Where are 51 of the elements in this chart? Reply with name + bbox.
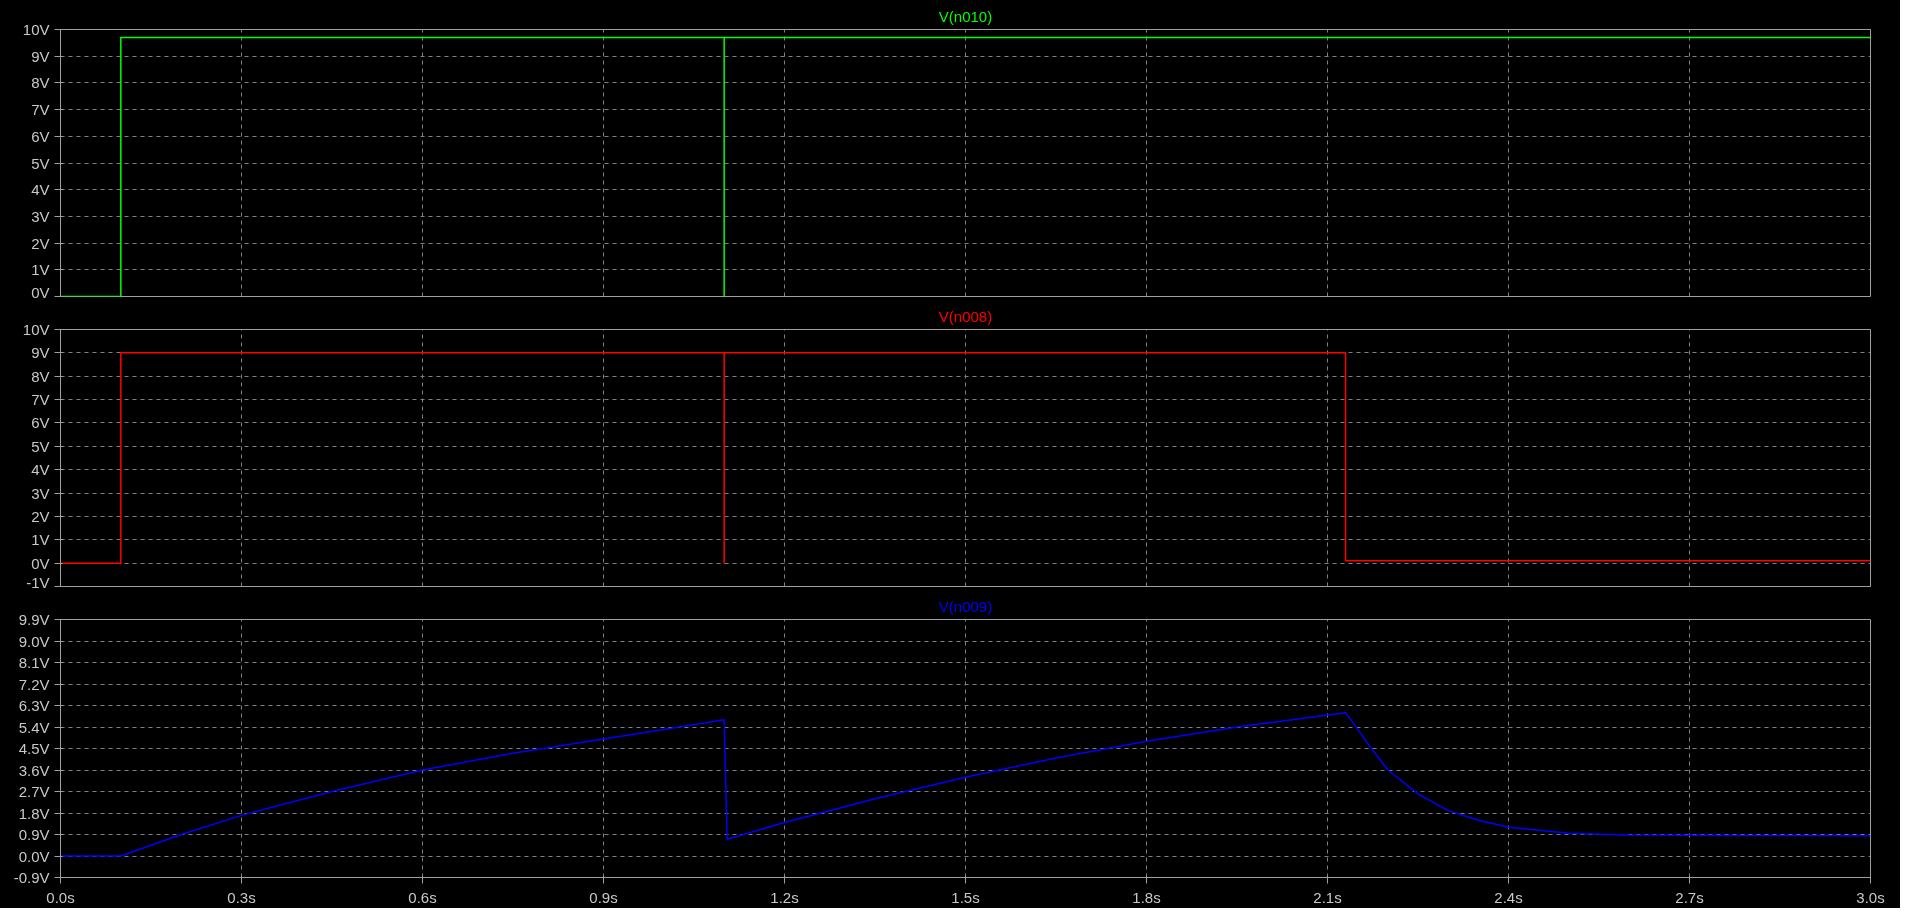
x-tick-label: 2.7s bbox=[1675, 888, 1704, 906]
y-tick-label: 5V bbox=[31, 437, 50, 455]
y-tick-label: 4V bbox=[31, 181, 50, 199]
y-tick-label: 2.7V bbox=[18, 783, 50, 800]
y-tick-label: 10V bbox=[22, 321, 50, 338]
chart-title: V(n009) bbox=[938, 597, 993, 615]
y-tick-label: 10V bbox=[22, 21, 50, 38]
y-tick-label: 7V bbox=[31, 391, 50, 409]
y-tick-label: 2V bbox=[31, 507, 50, 525]
x-tick-label: 2.4s bbox=[1494, 888, 1523, 906]
x-tick-label: 3.0s bbox=[1856, 888, 1885, 906]
y-tick-label: -1V bbox=[26, 573, 50, 591]
chart-title: V(n010) bbox=[938, 7, 993, 25]
y-tick-label: 9.0V bbox=[18, 632, 50, 650]
y-tick-label: 0.0V bbox=[18, 847, 50, 865]
y-tick-label: 5.4V bbox=[18, 718, 50, 736]
x-tick-label: 0.6s bbox=[408, 888, 437, 906]
x-tick-label: 0.3s bbox=[227, 888, 256, 906]
x-tick-label: 0.0s bbox=[46, 888, 75, 906]
y-tick-label: 7.2V bbox=[18, 675, 50, 693]
x-tick-label: 1.5s bbox=[951, 888, 980, 906]
y-tick-label: 6.3V bbox=[18, 697, 50, 714]
y-tick-label: 7V bbox=[31, 101, 50, 119]
y-tick-label: 2V bbox=[31, 234, 50, 252]
chart-title: V(n008) bbox=[938, 307, 993, 325]
y-tick-label: 1V bbox=[31, 531, 50, 549]
y-tick-label: 3.6V bbox=[18, 761, 50, 779]
y-tick-label: 0V bbox=[31, 283, 50, 301]
y-tick-label: 8V bbox=[31, 74, 50, 92]
y-tick-label: 3V bbox=[31, 484, 50, 502]
y-tick-label: 5V bbox=[31, 154, 50, 172]
y-tick-label: 3V bbox=[31, 207, 50, 225]
line-series bbox=[60, 711, 1871, 857]
y-tick-label: -0.9V bbox=[13, 869, 50, 886]
y-tick-label: 6V bbox=[31, 414, 50, 432]
y-tick-label: 9.9V bbox=[18, 611, 50, 628]
x-tick-label: 0.9s bbox=[589, 888, 618, 906]
y-tick-label: 1.8V bbox=[18, 804, 50, 822]
x-tick-label: 1.8s bbox=[1132, 888, 1161, 906]
y-tick-label: 4.5V bbox=[18, 740, 50, 757]
y-tick-label: 9V bbox=[31, 47, 50, 65]
y-tick-label: 4V bbox=[31, 461, 50, 479]
x-tick-label: 1.2s bbox=[770, 888, 799, 906]
y-tick-label: 8.1V bbox=[18, 654, 50, 671]
y-tick-label: 6V bbox=[31, 127, 50, 145]
x-tick-label: 2.1s bbox=[1313, 888, 1342, 906]
y-tick-label: 0V bbox=[31, 554, 50, 572]
y-tick-label: 8V bbox=[31, 367, 50, 385]
y-tick-label: 0.9V bbox=[18, 826, 50, 843]
y-tick-label: 9V bbox=[31, 344, 50, 362]
y-tick-label: 1V bbox=[31, 261, 50, 279]
